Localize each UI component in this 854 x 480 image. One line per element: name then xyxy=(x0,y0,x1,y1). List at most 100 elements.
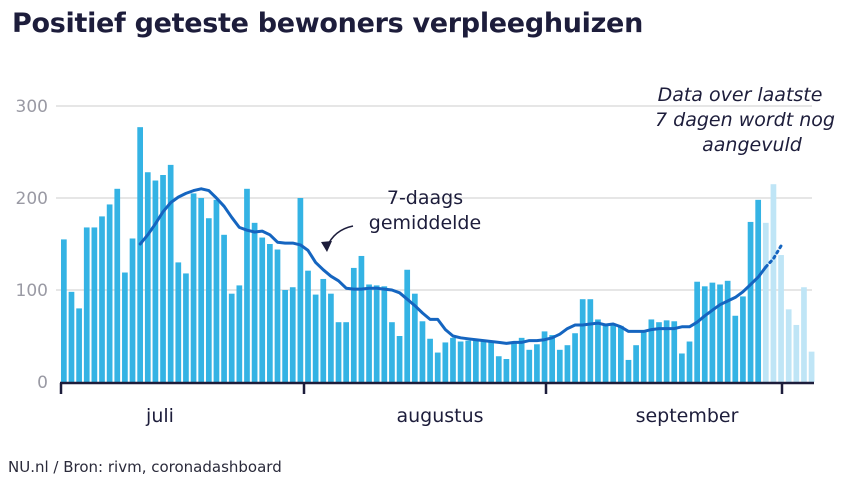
annotation-text: gemiddelde xyxy=(369,212,481,234)
bar xyxy=(572,333,578,382)
bar xyxy=(183,273,189,382)
bar xyxy=(495,356,502,382)
bar xyxy=(335,322,342,382)
bar xyxy=(350,267,357,382)
bar xyxy=(579,299,586,382)
bar xyxy=(747,221,754,382)
bar xyxy=(595,319,601,382)
pending-bar xyxy=(770,184,777,382)
pending-bar xyxy=(778,255,784,382)
pending-bar xyxy=(808,351,815,382)
bar xyxy=(541,331,548,382)
note-text: Data over laatste xyxy=(658,84,823,106)
y-tick-label: 100 xyxy=(16,281,48,301)
y-tick-label: 300 xyxy=(16,97,48,117)
bar xyxy=(213,199,220,382)
month-label: september xyxy=(636,405,739,427)
bar xyxy=(526,349,533,382)
bar xyxy=(137,127,143,382)
bar xyxy=(503,359,510,382)
bar xyxy=(602,324,609,382)
bar xyxy=(381,286,388,382)
bar xyxy=(686,341,693,382)
bar xyxy=(289,287,296,382)
bar xyxy=(488,341,494,382)
bar xyxy=(68,291,75,382)
month-label: juli xyxy=(145,405,174,427)
bar xyxy=(648,319,655,382)
bar xyxy=(427,338,433,382)
bar xyxy=(663,320,670,382)
bar xyxy=(389,322,395,382)
pending-bar xyxy=(801,287,807,382)
bar xyxy=(190,193,197,382)
bar xyxy=(419,321,426,382)
y-tick-label: 200 xyxy=(16,189,48,209)
bar xyxy=(175,262,182,382)
bar xyxy=(244,188,250,382)
bar xyxy=(167,164,174,382)
bar xyxy=(312,294,319,382)
bar xyxy=(656,322,662,382)
bar xyxy=(228,293,235,382)
bar xyxy=(480,339,487,382)
average-annotation: 7-daags gemiddelde xyxy=(321,187,481,252)
bar xyxy=(633,345,639,382)
bar xyxy=(694,281,700,382)
bar xyxy=(511,341,517,382)
bar xyxy=(91,227,98,382)
bar xyxy=(205,218,212,382)
annotation-arrow xyxy=(326,225,354,248)
bar xyxy=(366,284,372,382)
pending-bar xyxy=(793,324,800,382)
bar xyxy=(679,353,685,382)
pending-note: Data over laatste 7 dagen wordt nog aangev… xyxy=(655,84,835,156)
bar xyxy=(99,216,105,382)
annotation-text: 7-daags xyxy=(387,187,463,209)
bar xyxy=(617,325,624,382)
y-axis-ticks: 0 100 200 300 xyxy=(16,97,48,393)
bar xyxy=(358,255,365,382)
bar xyxy=(328,293,334,382)
average-line-projected xyxy=(764,244,783,269)
bar xyxy=(549,335,556,382)
month-label: augustus xyxy=(396,405,483,427)
bar xyxy=(297,198,304,382)
bar xyxy=(701,286,708,382)
bar xyxy=(740,296,746,382)
source-credit: NU.nl / Bron: rivm, coronadashboard xyxy=(8,458,282,476)
bar xyxy=(122,272,128,382)
bar xyxy=(724,280,731,382)
bar xyxy=(732,315,739,382)
bar xyxy=(442,342,449,382)
bar xyxy=(457,341,464,382)
bar xyxy=(404,269,411,382)
bar xyxy=(114,188,121,382)
average-line-solid xyxy=(138,187,768,345)
note-text: aangevuld xyxy=(702,134,803,156)
bar xyxy=(534,344,540,382)
note-text: 7 dagen wordt nog xyxy=(655,109,835,131)
bar xyxy=(450,337,456,382)
bar xyxy=(473,340,479,382)
bar xyxy=(625,359,632,382)
bar xyxy=(83,227,90,382)
bar xyxy=(282,290,288,382)
bar xyxy=(221,234,227,382)
bar xyxy=(129,238,136,382)
bar xyxy=(465,340,472,382)
average-line xyxy=(138,187,783,345)
bar xyxy=(305,270,311,382)
bar xyxy=(274,249,281,382)
bar xyxy=(106,204,113,382)
bar xyxy=(373,285,380,382)
bar xyxy=(640,331,647,382)
bar xyxy=(160,175,166,382)
bar xyxy=(396,336,403,382)
grid-lines xyxy=(56,105,812,291)
bar xyxy=(556,349,563,382)
bar xyxy=(587,299,594,382)
bar xyxy=(671,321,678,382)
bar xyxy=(236,285,243,382)
